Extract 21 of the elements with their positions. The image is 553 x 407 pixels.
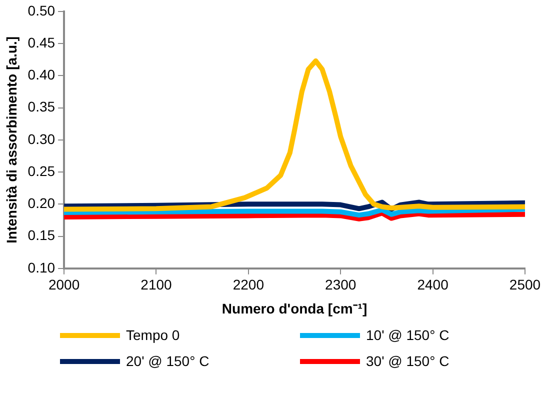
y-tick-label: 0.20	[28, 195, 56, 212]
legend-label: Tempo 0	[126, 327, 180, 343]
y-tick-label: 0.35	[28, 98, 56, 115]
y-tick-label: 0.25	[28, 162, 56, 179]
y-tick-label: 0.10	[28, 259, 56, 276]
y-tick-label: 0.30	[28, 130, 56, 147]
x-tick-label: 2000	[48, 276, 80, 293]
x-tick-label: 2300	[325, 276, 356, 293]
y-tick-label: 0.50	[28, 2, 56, 18]
legend-label: 10' @ 150° C	[366, 327, 450, 343]
x-tick-label: 2400	[417, 276, 449, 293]
x-tick-label: 2200	[232, 276, 264, 293]
x-tick-label: 2100	[140, 276, 172, 293]
y-tick-label: 0.45	[28, 34, 56, 50]
y-tick-label: 0.40	[28, 66, 56, 83]
x-tick-label: 2500	[509, 276, 541, 293]
x-axis-title: Numero d'onda [cm⁻¹]	[222, 300, 368, 316]
y-axis-title: Intensità di assorbimento [a.u.]	[3, 36, 20, 244]
y-tick-label: 0.15	[28, 227, 56, 244]
legend-label: 30' @ 150° C	[366, 353, 450, 369]
legend-label: 20' @ 150° C	[126, 353, 210, 369]
